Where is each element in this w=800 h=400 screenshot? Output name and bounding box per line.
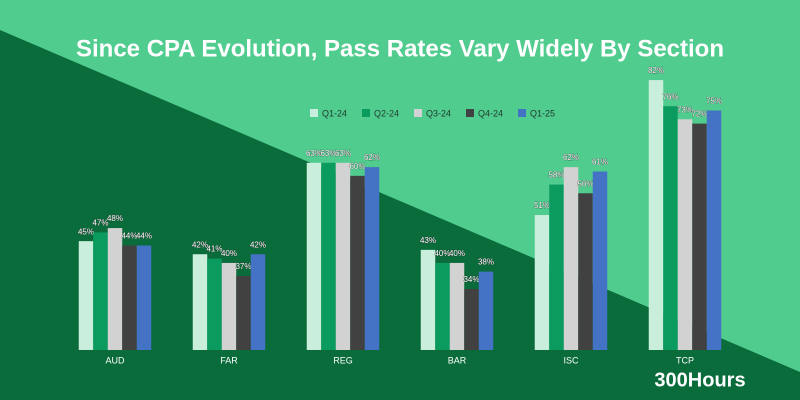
legend-label: Q2-24 bbox=[374, 108, 399, 118]
value-label: 51% bbox=[534, 201, 550, 210]
value-label: 62% bbox=[563, 153, 579, 162]
bar bbox=[250, 254, 266, 350]
value-label: 45% bbox=[78, 227, 94, 236]
value-label: 63% bbox=[306, 149, 322, 158]
x-tick-label: REG bbox=[333, 355, 353, 365]
value-label: 38% bbox=[478, 258, 494, 267]
brand: 300Hours bbox=[654, 369, 745, 391]
value-label: 75% bbox=[706, 97, 722, 106]
bar bbox=[692, 123, 707, 350]
value-label: 63% bbox=[320, 149, 336, 158]
bar bbox=[563, 167, 579, 350]
bar bbox=[549, 184, 564, 350]
value-label: 62% bbox=[364, 153, 380, 162]
x-tick-label: BAR bbox=[448, 355, 467, 365]
value-label: 34% bbox=[463, 275, 479, 284]
x-tick-label: AUD bbox=[105, 355, 125, 365]
legend-label: Q1-25 bbox=[530, 108, 555, 118]
legend-swatch bbox=[310, 109, 318, 117]
bar bbox=[578, 193, 593, 350]
value-label: 56% bbox=[577, 179, 593, 188]
legend-label: Q4-24 bbox=[478, 108, 503, 118]
legend-label: Q1-24 bbox=[322, 108, 347, 118]
value-label: 76% bbox=[662, 92, 678, 101]
bar bbox=[449, 262, 465, 350]
bar bbox=[236, 275, 251, 350]
bar bbox=[464, 289, 479, 350]
value-label: 43% bbox=[420, 236, 436, 245]
bar bbox=[478, 271, 494, 350]
legend-label: Q3-24 bbox=[426, 108, 451, 118]
bar bbox=[677, 119, 693, 350]
bar bbox=[435, 262, 450, 350]
bar bbox=[350, 175, 365, 350]
bar bbox=[78, 241, 94, 350]
bar bbox=[420, 249, 436, 350]
bar bbox=[335, 162, 351, 350]
value-label: 40% bbox=[221, 249, 237, 258]
value-label: 44% bbox=[121, 232, 137, 241]
bar bbox=[364, 167, 380, 350]
value-label: 63% bbox=[335, 149, 351, 158]
legend-swatch bbox=[362, 109, 370, 117]
value-label: 60% bbox=[349, 162, 365, 171]
bar bbox=[192, 254, 208, 350]
value-label: 47% bbox=[92, 219, 108, 228]
x-tick-label: FAR bbox=[220, 355, 238, 365]
chart-title: Since CPA Evolution, Pass Rates Vary Wid… bbox=[76, 35, 724, 62]
bar bbox=[648, 80, 664, 351]
bar bbox=[321, 162, 336, 350]
value-label: 82% bbox=[648, 66, 664, 75]
value-label: 42% bbox=[250, 240, 266, 249]
value-label: 37% bbox=[235, 262, 251, 271]
bar bbox=[93, 232, 108, 350]
value-label: 58% bbox=[548, 171, 564, 180]
x-tick-label: TCP bbox=[676, 355, 694, 365]
bar bbox=[306, 162, 322, 350]
bar bbox=[122, 245, 137, 350]
value-label: 48% bbox=[107, 214, 123, 223]
value-label: 61% bbox=[592, 158, 608, 167]
value-label: 72% bbox=[691, 110, 707, 119]
value-label: 44% bbox=[136, 232, 152, 241]
legend-swatch bbox=[518, 109, 526, 117]
value-label: 40% bbox=[449, 249, 465, 258]
bar bbox=[221, 262, 237, 350]
bar bbox=[136, 245, 152, 350]
legend-swatch bbox=[414, 109, 422, 117]
bar bbox=[207, 258, 222, 350]
value-label: 42% bbox=[192, 240, 208, 249]
bar bbox=[706, 110, 722, 351]
value-label: 41% bbox=[206, 245, 222, 254]
value-label: 40% bbox=[434, 249, 450, 258]
bar bbox=[663, 106, 678, 350]
x-tick-label: ISC bbox=[563, 355, 579, 365]
bar bbox=[107, 228, 123, 350]
bar bbox=[592, 171, 608, 350]
bar bbox=[534, 215, 550, 350]
legend-swatch bbox=[466, 109, 474, 117]
value-label: 73% bbox=[677, 105, 693, 114]
